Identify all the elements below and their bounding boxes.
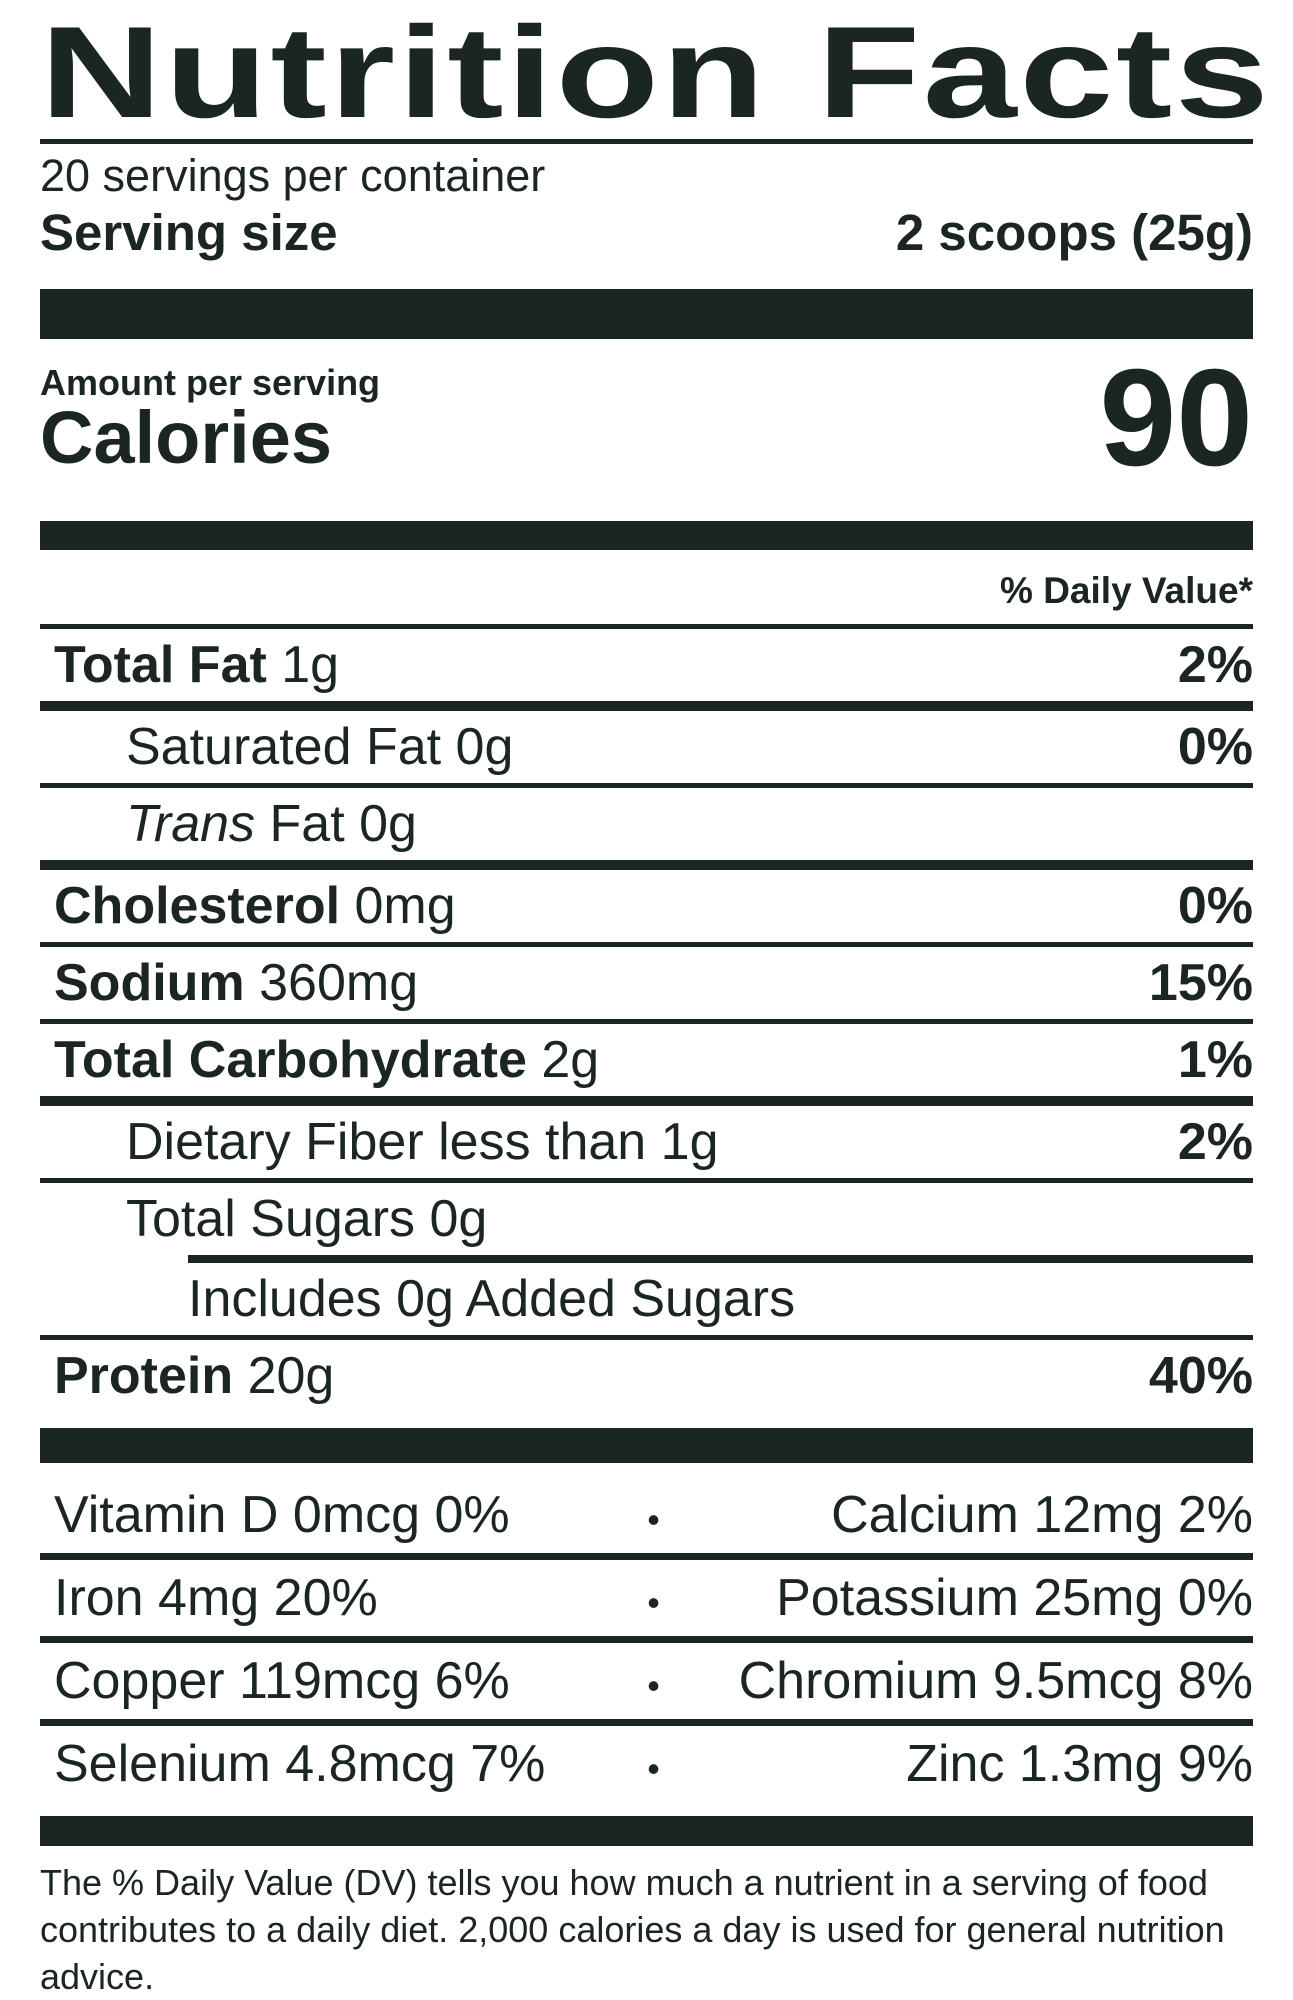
nutrient-row-trans-fat: Trans Fat 0g — [40, 788, 1253, 860]
nutrient-name: Total Fat — [54, 636, 267, 695]
nutrient-dv: 40% — [1148, 1347, 1253, 1406]
nutrient-name: Protein — [54, 1347, 234, 1406]
nutrient-row-added-sugars: Includes 0g Added Sugars — [40, 1263, 1253, 1335]
micronutrient-left: Vitamin D 0mcg 0% — [54, 1486, 510, 1545]
divider — [40, 783, 1253, 789]
serving-size-row: Serving size 2 scoops (25g) — [40, 203, 1253, 263]
daily-value-footnote: The % Daily Value (DV) tells you how muc… — [40, 1862, 1225, 1997]
nutrient-dv: 1% — [1177, 1031, 1253, 1090]
nutrient-name: Includes 0g Added Sugars — [188, 1270, 796, 1329]
nutrient-row-saturated-fat: Saturated Fat 0g 0% — [40, 711, 1253, 783]
nutrient-name: Sodium — [54, 954, 245, 1013]
section-bar — [40, 1428, 1253, 1464]
section-bar — [40, 289, 1253, 340]
micronutrient-left: Selenium 4.8mcg 7% — [54, 1735, 546, 1794]
nutrient-row-total-sugars: Total Sugars 0g — [40, 1183, 1253, 1255]
calories-label: Calories — [40, 395, 333, 479]
bullet-separator: • — [647, 1499, 660, 1541]
divider — [40, 1178, 1253, 1184]
nutrient-amount: 0mg — [354, 877, 456, 936]
nutrient-row-protein: Protein 20g 40% — [40, 1340, 1253, 1412]
divider — [40, 1096, 1253, 1107]
micronutrient-right: Chromium 9.5mcg 8% — [738, 1652, 1254, 1711]
micronutrient-right: Calcium 12mg 2% — [831, 1486, 1254, 1545]
nutrient-name: Fat — [269, 795, 345, 854]
nutrient-row-total-fat: Total Fat 1g 2% — [40, 629, 1253, 701]
nutrient-amount: 360mg — [259, 954, 419, 1013]
section-bar — [40, 1816, 1253, 1847]
label-title: Nutrition Facts — [40, 0, 1272, 145]
amount-per-serving-label: Amount per serving — [40, 362, 381, 404]
divider — [40, 1019, 1253, 1025]
micronutrient-right: Potassium 25mg 0% — [776, 1569, 1254, 1628]
micronutrient-left: Copper 119mcg 6% — [54, 1652, 510, 1711]
calories-value: 90 — [1099, 341, 1254, 496]
micronutrient-row-selenium-zinc: Selenium 4.8mcg 7% • Zinc 1.3mg 9% — [40, 1726, 1253, 1802]
divider — [40, 1335, 1253, 1341]
divider — [40, 1719, 1253, 1727]
nutrient-amount: 1g — [281, 636, 340, 695]
nutrient-dv: 15% — [1148, 954, 1253, 1013]
nutrient-name: Cholesterol — [54, 877, 341, 936]
bullet-separator: • — [647, 1582, 660, 1624]
nutrient-amount: less than 1g — [438, 1113, 719, 1172]
micronutrient-row-vitamin-d-calcium: Vitamin D 0mcg 0% • Calcium 12mg 2% — [40, 1477, 1253, 1553]
servings-per-container: 20 servings per container — [40, 150, 546, 201]
calories-section: Amount per serving Calories 90 — [40, 349, 1253, 487]
nutrient-dv: 2% — [1177, 1113, 1253, 1172]
divider — [40, 942, 1253, 948]
bullet-separator: • — [647, 1748, 660, 1790]
micronutrient-row-iron-potassium: Iron 4mg 20% • Potassium 25mg 0% — [40, 1560, 1253, 1636]
serving-size-value: 2 scoops (25g) — [895, 204, 1253, 261]
micronutrient-row-copper-chromium: Copper 119mcg 6% • Chromium 9.5mcg 8% — [40, 1643, 1253, 1719]
nutrient-dv: 0% — [1177, 877, 1253, 936]
nutrient-name: Dietary Fiber — [126, 1113, 424, 1172]
nutrient-amount: 0g — [359, 795, 417, 854]
nutrient-dv: 2% — [1177, 636, 1253, 695]
nutrient-amount: 2g — [541, 1031, 600, 1090]
divider — [40, 860, 1253, 871]
nutrient-amount: 0g — [429, 1190, 488, 1249]
nutrient-name: Saturated Fat — [126, 718, 442, 777]
nutrient-amount: 20g — [247, 1347, 335, 1406]
nutrient-name: Total Sugars — [126, 1190, 416, 1249]
micronutrient-right: Zinc 1.3mg 9% — [906, 1735, 1254, 1794]
micronutrient-left: Iron 4mg 20% — [54, 1569, 378, 1628]
section-bar — [40, 521, 1253, 551]
serving-size-label: Serving size — [40, 204, 338, 261]
divider — [40, 1636, 1253, 1644]
nutrient-name-italic: Trans — [126, 795, 256, 854]
nutrient-row-cholesterol: Cholesterol 0mg 0% — [40, 870, 1253, 942]
divider — [40, 139, 1253, 144]
divider — [40, 624, 1253, 630]
nutrient-row-sodium: Sodium 360mg 15% — [40, 947, 1253, 1019]
divider — [40, 701, 1253, 712]
nutrient-row-total-carbohydrate: Total Carbohydrate 2g 1% — [40, 1024, 1253, 1096]
divider — [40, 1553, 1253, 1561]
nutrient-amount: 0g — [455, 718, 514, 777]
divider-indented — [188, 1255, 1253, 1264]
bullet-separator: • — [647, 1665, 660, 1707]
daily-value-header: % Daily Value* — [1000, 570, 1253, 612]
nutrient-row-dietary-fiber: Dietary Fiber less than 1g 2% — [40, 1106, 1253, 1178]
nutrient-name: Total Carbohydrate — [54, 1031, 527, 1090]
nutrient-dv: 0% — [1177, 718, 1253, 777]
